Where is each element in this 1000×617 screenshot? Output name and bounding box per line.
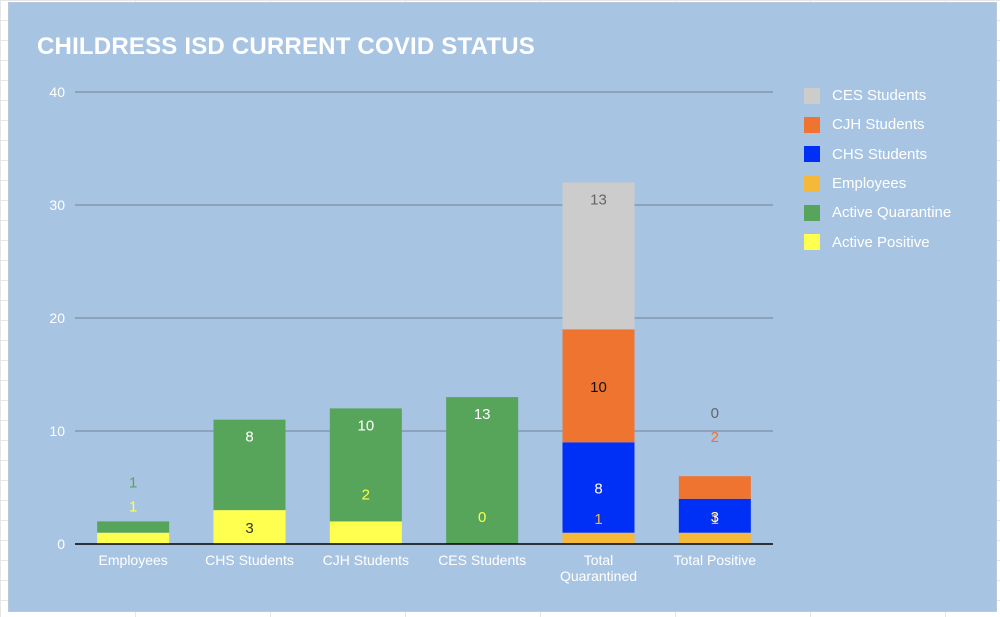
bar-active-positive: [329, 521, 402, 544]
chart-title: CHILDRESS ISD CURRENT COVID STATUS: [37, 33, 535, 60]
legend-label: CHS Students: [832, 145, 928, 163]
bar-chs-students: [562, 442, 635, 533]
data-label: 10: [357, 417, 374, 434]
data-label: 1: [711, 511, 719, 528]
legend-item: Active Quarantine: [804, 198, 951, 227]
y-tick-label: 30: [49, 197, 65, 213]
legend-item: CHS Students: [804, 140, 951, 169]
legend-swatch: [804, 175, 820, 192]
x-tick-label: CES Students: [438, 552, 526, 568]
bar-cjh-students: [562, 329, 635, 443]
data-label: 8: [594, 481, 602, 498]
data-label: 13: [590, 191, 607, 208]
y-tick-label: 40: [49, 84, 65, 100]
legend-swatch: [804, 204, 820, 221]
legend-label: CJH Students: [832, 116, 925, 134]
bar-employees: [678, 532, 751, 544]
chart-container[interactable]: CHILDRESS ISD CURRENT COVID STATUS 0 10 20…: [8, 2, 997, 612]
y-tick-label: 10: [49, 423, 65, 439]
data-label: 1: [129, 498, 137, 515]
bar-active-quarantine: [97, 521, 170, 533]
legend-label: Active Quarantine: [832, 204, 952, 222]
legend-swatch: [804, 234, 820, 251]
data-label: 0: [478, 509, 486, 526]
bar-active-quarantine: [213, 419, 286, 511]
data-label: 0: [711, 405, 719, 422]
y-tick-label: 0: [57, 536, 65, 552]
legend-swatch: [804, 146, 820, 163]
data-label: 1: [594, 511, 602, 528]
data-label: 1: [129, 474, 137, 491]
x-tick-label: Quarantined: [560, 568, 637, 584]
legend-item: Employees: [804, 169, 951, 198]
legend-item: CES Students: [804, 81, 951, 110]
y-tick-label: 20: [49, 310, 65, 326]
legend-swatch: [804, 116, 820, 133]
legend-item: CJH Students: [804, 110, 951, 139]
bar-active-positive: [97, 532, 170, 544]
bar-active-positive: [213, 510, 286, 544]
data-label: 2: [362, 486, 370, 503]
bar-employees: [562, 532, 635, 544]
bar-active-quarantine: [446, 397, 519, 544]
data-label: 13: [474, 406, 491, 423]
data-label: 8: [245, 429, 253, 446]
data-label: 10: [590, 379, 607, 396]
legend-item: Active Positive: [804, 227, 951, 256]
data-label: 2: [711, 429, 719, 446]
data-label: 3: [711, 509, 719, 526]
data-label: 3: [245, 520, 253, 537]
legend-label: CES Students: [832, 87, 927, 105]
chart-legend: CES Students CJH Students CHS Students Empl…: [804, 81, 951, 257]
legend-label: Active Positive: [832, 233, 930, 251]
legend-label: Employees: [832, 175, 907, 193]
bar-ces-students: [562, 182, 635, 330]
bar-chs-students: [678, 498, 751, 533]
bar-cjh-students: [678, 476, 751, 499]
x-tick-label: Employees: [99, 552, 168, 568]
bar-active-quarantine: [329, 408, 402, 522]
legend-swatch: [804, 87, 820, 104]
x-tick-label: Total Positive: [674, 552, 757, 568]
x-tick-label: CJH Students: [323, 552, 409, 568]
x-tick-label: CHS Students: [205, 552, 294, 568]
x-tick-label: Total: [584, 552, 614, 568]
